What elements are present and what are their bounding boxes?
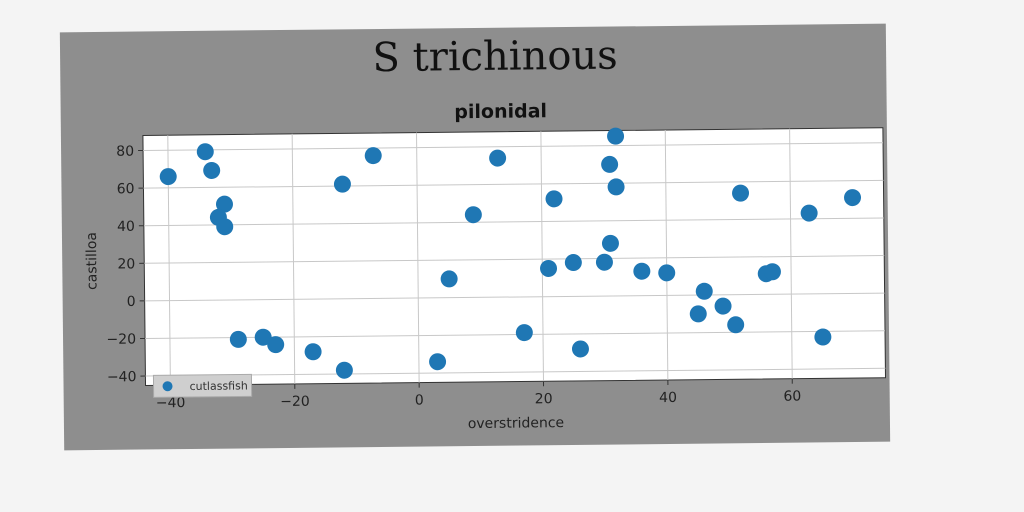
data-point: [607, 178, 625, 196]
data-point: [633, 262, 651, 280]
data-point: [203, 161, 221, 179]
data-point: [215, 195, 233, 213]
x-tick-label: −40: [156, 395, 186, 411]
data-point: [714, 297, 732, 315]
grid-line-y: [144, 255, 885, 264]
data-point: [545, 190, 563, 208]
y-tick-label: 40: [117, 219, 135, 235]
data-point: [267, 336, 285, 354]
data-point: [607, 127, 625, 145]
data-point: [364, 147, 382, 165]
legend: cutlassfish: [152, 373, 253, 398]
data-point: [304, 343, 322, 361]
data-point: [800, 204, 818, 222]
data-point: [254, 328, 272, 346]
y-tick-label: −40: [107, 369, 137, 385]
scatter-chart: S trichinous pilonidal −40 −20 0 20 40 60 −40…: [84, 32, 887, 432]
data-point: [601, 155, 619, 173]
data-point: [440, 270, 458, 288]
y-tick-label: 0: [127, 294, 136, 310]
data-point: [814, 328, 832, 346]
data-point: [333, 175, 351, 193]
data-point: [763, 263, 781, 281]
data-point: [216, 218, 234, 236]
data-point: [159, 168, 177, 186]
data-point: [515, 324, 533, 342]
data-point: [564, 254, 582, 272]
grid-line-x: [664, 129, 669, 380]
chart-figure: S trichinous pilonidal −40 −20 0 20 40 60 −40…: [59, 23, 891, 451]
grid-line-y: [143, 217, 884, 227]
data-point: [595, 253, 613, 271]
chart-title: pilonidal: [454, 100, 547, 123]
grid-line-x: [540, 131, 544, 382]
x-tick-label: 20: [535, 391, 553, 407]
data-point: [540, 259, 558, 277]
data-point: [732, 184, 750, 202]
y-tick-label: 80: [116, 144, 134, 160]
legend-label-cutlassfish: cutlassfish: [189, 379, 247, 393]
y-tick-label: 60: [117, 181, 135, 197]
data-point: [464, 206, 482, 224]
grid-line-x: [291, 133, 296, 384]
grid-line-y: [145, 367, 886, 377]
data-point: [689, 305, 707, 323]
data-point: [727, 316, 745, 334]
legend-marker: [162, 381, 173, 392]
data-point: [489, 149, 507, 167]
grid-line-x: [416, 132, 420, 383]
grid-line-x: [789, 128, 793, 379]
data-point: [429, 353, 447, 371]
y-axis-ticks: −40 −20 0 20 40 60 80: [106, 144, 146, 385]
grid-line-y: [144, 292, 885, 302]
data-point: [695, 282, 713, 300]
y-tick-label: 20: [117, 256, 135, 272]
data-point: [601, 234, 619, 252]
x-tick-label: −20: [280, 394, 310, 410]
data-point: [196, 143, 214, 161]
data-point: [335, 361, 353, 379]
x-tick-label: 60: [783, 389, 801, 405]
data-points: [159, 127, 862, 379]
grid-line-y: [143, 142, 884, 152]
legend-box: [152, 373, 253, 398]
y-axis-label: castilloa: [84, 232, 101, 290]
y-tick-label: −20: [106, 332, 136, 348]
grid-line-y: [143, 179, 884, 189]
x-axis-label: overstridence: [468, 415, 565, 432]
data-point: [229, 330, 247, 348]
x-tick-label: 0: [415, 393, 424, 409]
data-point: [571, 340, 589, 358]
chart-suptitle: S trichinous: [372, 32, 618, 81]
data-point: [658, 264, 676, 282]
x-axis-ticks: −40 −20 0 20 40 60: [156, 378, 801, 411]
x-tick-label: 40: [659, 390, 677, 406]
data-point: [844, 189, 862, 207]
